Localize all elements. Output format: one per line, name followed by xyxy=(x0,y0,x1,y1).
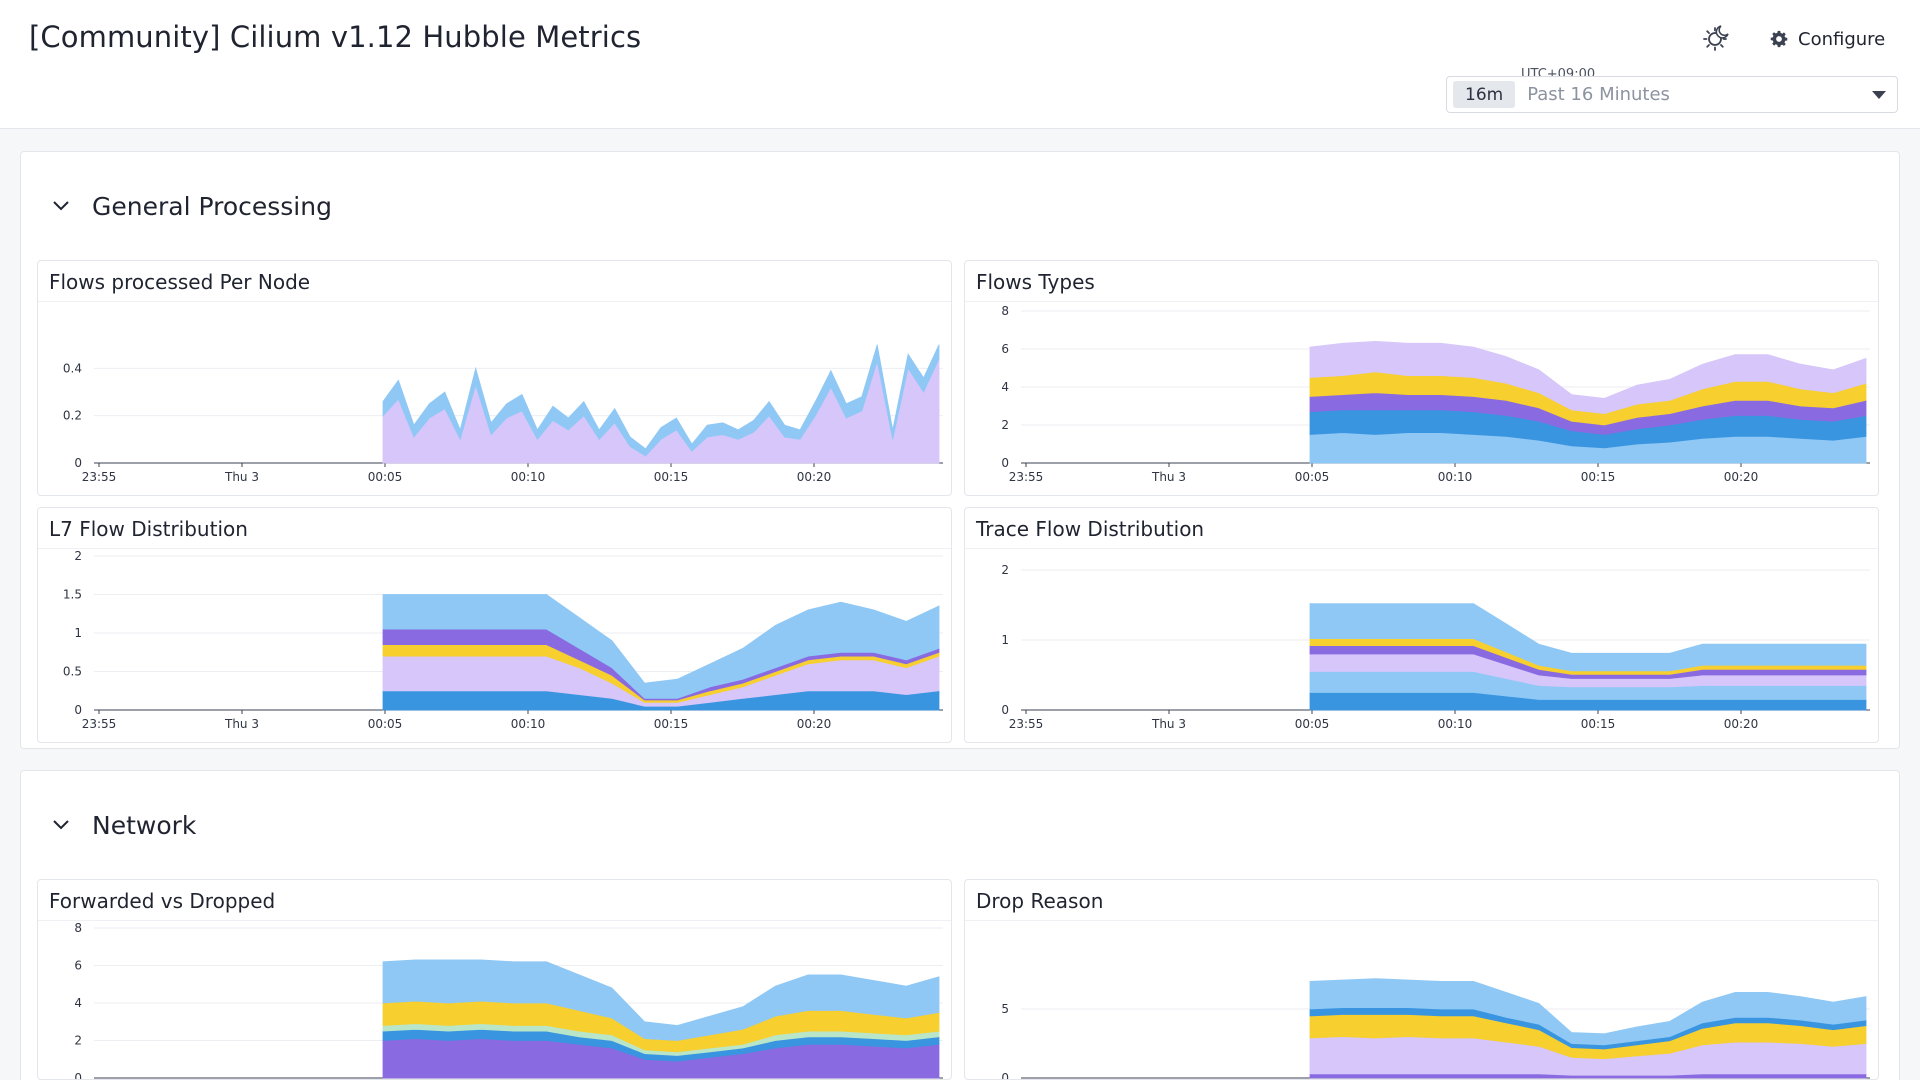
area-series-5 xyxy=(1309,603,1867,672)
widget-divider xyxy=(965,301,1878,302)
y-tick-label: 0 xyxy=(1001,456,1009,470)
x-tick-label: 00:10 xyxy=(1438,470,1473,484)
widget-divider xyxy=(38,920,951,921)
group-header-network[interactable]: Network xyxy=(50,807,196,843)
y-tick-label: 1 xyxy=(1001,633,1009,647)
x-tick-label: 00:10 xyxy=(1438,717,1473,731)
x-tick-label: 00:05 xyxy=(368,470,403,484)
widget-forwarded-vs-dropped[interactable]: Forwarded vs Dropped 0 2 4 6 8 xyxy=(37,879,952,1080)
time-range-text: Past 16 Minutes xyxy=(1527,84,1670,105)
widget-title: Drop Reason xyxy=(976,889,1104,913)
area-series-4 xyxy=(1309,978,1867,1046)
group-header-general-processing[interactable]: General Processing xyxy=(50,188,332,224)
configure-label: Configure xyxy=(1798,28,1886,50)
x-tick-label: 23:55 xyxy=(82,717,117,731)
timeseries-chart: 0 2 4 6 8 23:55 Thu 3 00:05 00:10 00:15 00:20 xyxy=(1001,304,1870,484)
widget-trace-flow-distribution[interactable]: Trace Flow Distribution 0 1 2 23:55 Thu 3 00:… xyxy=(964,507,1879,743)
timeseries-chart: 0 1 2 23:55 Thu 3 00:05 00:10 00:15 00:20 xyxy=(1001,563,1870,731)
y-tick-label: 0 xyxy=(74,456,82,470)
sun-moon-icon xyxy=(1703,25,1729,51)
widget-divider xyxy=(965,548,1878,549)
x-tick-label: Thu 3 xyxy=(1151,470,1186,484)
theme-toggle-button[interactable] xyxy=(1698,20,1734,56)
y-tick-label: 1 xyxy=(74,626,82,640)
dashboard-header: [Community] Cilium v1.12 Hubble Metrics … xyxy=(0,0,1920,129)
area-series-4 xyxy=(382,959,940,1041)
gear-icon xyxy=(1770,30,1788,48)
y-tick-label: 5 xyxy=(1001,1002,1009,1016)
x-tick-label: 00:15 xyxy=(654,717,689,731)
widget-divider xyxy=(38,301,951,302)
y-tick-label: 0.2 xyxy=(63,409,82,423)
x-tick-label: 00:15 xyxy=(1581,470,1616,484)
x-tick-label: Thu 3 xyxy=(224,717,259,731)
x-tick-label: 00:05 xyxy=(1295,470,1330,484)
y-tick-label: 2 xyxy=(1001,418,1009,432)
widget-title: Forwarded vs Dropped xyxy=(49,889,276,913)
y-tick-label: 6 xyxy=(74,959,82,973)
timeseries-chart: 0 0.2 0.4 23:55 Thu 3 00:05 00:10 00:15 00:20 xyxy=(63,344,943,484)
y-tick-label: 8 xyxy=(1001,304,1009,318)
widget-l7-flow-distribution[interactable]: L7 Flow Distribution 0 0.5 1 1.5 2 23:55 Thu 3… xyxy=(37,507,952,743)
area-series-4 xyxy=(1309,340,1867,415)
y-tick-label: 8 xyxy=(74,921,82,935)
x-tick-label: 00:20 xyxy=(797,717,832,731)
y-tick-label: 4 xyxy=(1001,380,1009,394)
area-series-1 xyxy=(382,344,940,457)
x-tick-label: Thu 3 xyxy=(224,470,259,484)
widget-title: Trace Flow Distribution xyxy=(976,517,1205,541)
y-tick-label: 2 xyxy=(74,549,82,563)
chevron-down-icon xyxy=(1872,90,1886,99)
timeseries-chart: 05 xyxy=(1001,978,1870,1080)
x-tick-label: 23:55 xyxy=(1009,470,1044,484)
group-title: Network xyxy=(92,810,197,840)
y-tick-label: 2 xyxy=(1001,563,1009,577)
x-tick-label: 00:20 xyxy=(797,470,832,484)
y-tick-label: 2 xyxy=(74,1034,82,1048)
area-series-4 xyxy=(382,594,940,699)
timeseries-chart: 0 0.5 1 1.5 2 23:55 Thu 3 00:05 00:10 00:15 00:20 xyxy=(63,549,943,731)
widget-divider xyxy=(965,920,1878,921)
x-tick-label: 00:05 xyxy=(1295,717,1330,731)
x-tick-label: 00:20 xyxy=(1724,470,1759,484)
y-tick-label: 0 xyxy=(1001,703,1009,717)
y-tick-label: 0 xyxy=(74,1071,82,1080)
y-tick-label: 1.5 xyxy=(63,588,82,602)
widget-title: Flows Types xyxy=(976,270,1095,294)
group-title: General Processing xyxy=(92,191,332,221)
x-tick-label: 00:15 xyxy=(654,470,689,484)
x-tick-label: Thu 3 xyxy=(1151,717,1186,731)
x-tick-label: 00:20 xyxy=(1724,717,1759,731)
y-tick-label: 0 xyxy=(1001,1071,1009,1080)
x-tick-label: 23:55 xyxy=(82,470,117,484)
x-tick-label: 00:10 xyxy=(511,470,546,484)
y-tick-label: 0.5 xyxy=(63,665,82,679)
y-tick-label: 6 xyxy=(1001,342,1009,356)
x-tick-label: 00:15 xyxy=(1581,717,1616,731)
time-range-badge: 16m xyxy=(1453,81,1516,108)
time-range-picker[interactable]: 16m Past 16 Minutes xyxy=(1446,76,1898,113)
chevron-down-icon xyxy=(53,201,69,211)
y-tick-label: 0 xyxy=(74,703,82,717)
configure-button[interactable]: Configure xyxy=(1770,24,1885,54)
chevron-down-icon xyxy=(53,820,69,830)
widget-flows-processed-per-node[interactable]: Flows processed Per Node 0 0.2 0.4 23:55 Thu… xyxy=(37,260,952,496)
x-tick-label: 00:05 xyxy=(368,717,403,731)
y-tick-label: 0.4 xyxy=(63,361,82,375)
widget-title: L7 Flow Distribution xyxy=(49,517,248,541)
x-tick-label: 23:55 xyxy=(1009,717,1044,731)
x-tick-label: 00:10 xyxy=(511,717,546,731)
page-title: [Community] Cilium v1.12 Hubble Metrics xyxy=(29,20,642,54)
y-tick-label: 4 xyxy=(74,996,82,1010)
widget-flows-types[interactable]: Flows Types 0 2 4 6 8 23:55 Thu 3 00:05 00:10 00:… xyxy=(964,260,1879,496)
widget-divider xyxy=(38,548,951,549)
widget-title: Flows processed Per Node xyxy=(49,270,311,294)
timeseries-chart: 0 2 4 6 8 xyxy=(74,921,943,1080)
